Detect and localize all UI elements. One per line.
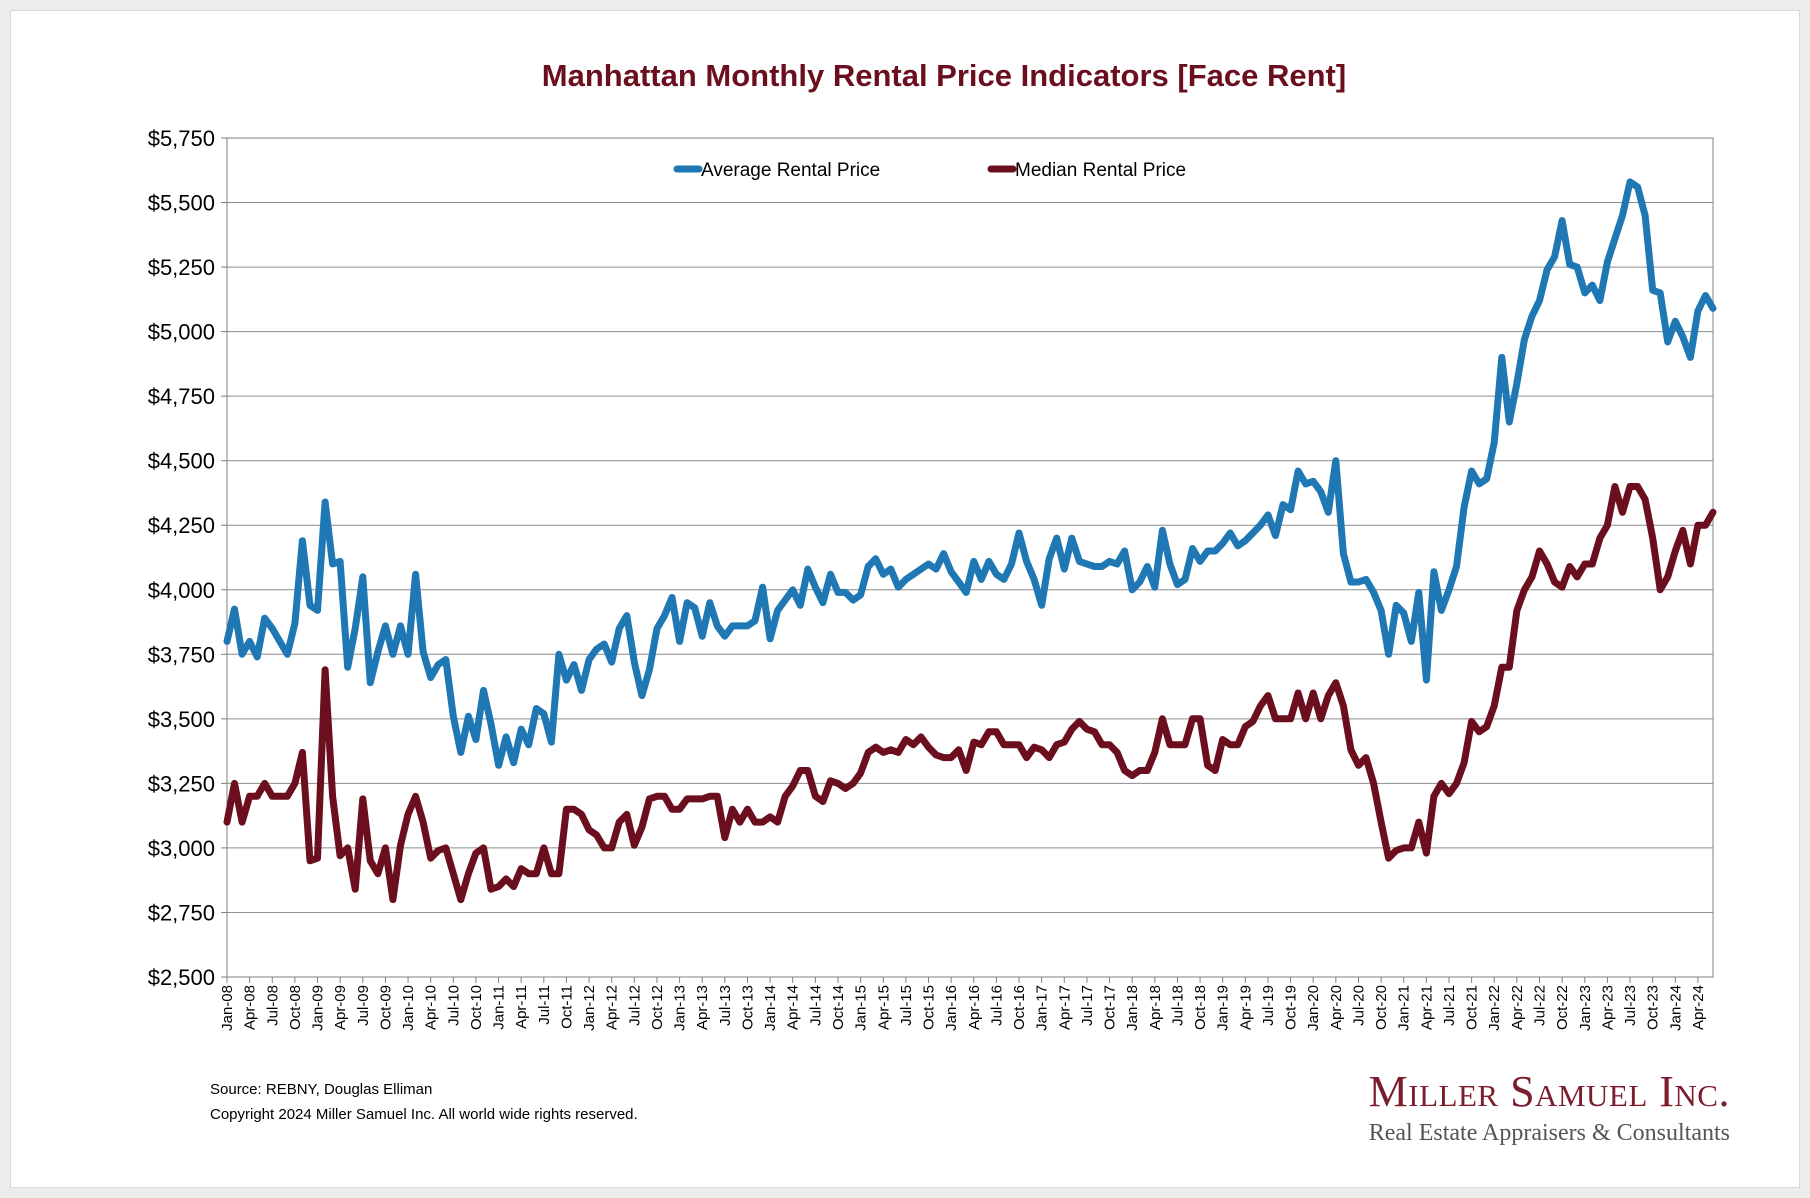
y-tick-label: $3,750	[148, 642, 215, 667]
x-tick-label: Oct-10	[468, 985, 485, 1030]
x-tick-label: Jan-20	[1305, 985, 1322, 1031]
y-tick-label: $5,000	[148, 320, 215, 345]
y-tick-label: $3,500	[148, 707, 215, 732]
y-tick-label: $5,500	[148, 191, 215, 216]
x-tick-label: Jul-20	[1350, 985, 1367, 1026]
x-tick-label: Jan-16	[943, 985, 960, 1031]
x-tick-label: Apr-22	[1509, 985, 1526, 1030]
x-tick-label: Oct-19	[1283, 985, 1300, 1030]
x-tick-label: Jul-14	[807, 985, 824, 1026]
x-axis-ticks: Jan-08 Apr-08 Jul-08 Oct-08 Jan-09 Apr-09 Jul-…	[219, 977, 1707, 1031]
x-tick-label: Jul-15	[898, 985, 915, 1026]
x-tick-label: Jul-12	[626, 985, 643, 1026]
x-tick-label: Jan-24	[1667, 985, 1684, 1031]
x-tick-label: Oct-20	[1373, 985, 1390, 1030]
x-tick-label: Oct-21	[1464, 985, 1481, 1030]
x-tick-label: Jan-14	[762, 985, 779, 1031]
x-tick-label: Jan-19	[1215, 985, 1232, 1031]
x-tick-label: Apr-19	[1237, 985, 1254, 1030]
x-tick-label: Jan-11	[491, 985, 508, 1030]
source-note: Source: REBNY, Douglas Elliman	[210, 1081, 433, 1098]
x-tick-label: Jan-13	[672, 985, 689, 1031]
x-tick-label: Jul-09	[355, 985, 372, 1026]
y-tick-label: $5,250	[148, 255, 215, 280]
x-tick-label: Jan-12	[581, 985, 598, 1031]
x-tick-label: Oct-08	[287, 985, 304, 1030]
x-tick-label: Jan-17	[1034, 985, 1051, 1031]
legend-label-median: Median Rental Price	[1015, 160, 1186, 181]
y-tick-label: $5,750	[148, 126, 215, 151]
x-tick-label: Oct-14	[830, 985, 847, 1030]
x-tick-label: Oct-23	[1645, 985, 1662, 1030]
series-layer	[223, 178, 1717, 904]
x-tick-label: Jan-10	[400, 985, 417, 1031]
x-tick-label: Oct-11	[558, 985, 575, 1029]
brand-tagline: Real Estate Appraisers & Consultants	[1368, 1120, 1730, 1146]
y-tick-label: $3,250	[148, 771, 215, 796]
x-tick-label: Oct-18	[1192, 985, 1209, 1030]
legend-label-average: Average Rental Price	[701, 160, 880, 181]
x-tick-label: Jul-21	[1441, 985, 1458, 1026]
chart-title: Manhattan Monthly Rental Price Indicator…	[541, 58, 1347, 93]
x-tick-label: Jan-23	[1577, 985, 1594, 1031]
x-tick-label: Oct-17	[1102, 985, 1119, 1030]
x-tick-label: Oct-13	[739, 985, 756, 1030]
x-tick-label: Apr-16	[966, 985, 983, 1030]
x-tick-label: Apr-09	[332, 985, 349, 1030]
x-tick-label: Apr-08	[242, 985, 259, 1030]
y-axis-ticks: $2,500 $2,750 $3,000 $3,250 $3,500 $3,750 $4,0…	[148, 126, 227, 990]
x-tick-label: Oct-15	[921, 985, 938, 1030]
x-tick-label: Apr-13	[694, 985, 711, 1030]
x-tick-label: Apr-12	[604, 985, 621, 1030]
x-tick-label: Jan-18	[1124, 985, 1141, 1031]
x-tick-label: Apr-23	[1599, 985, 1616, 1030]
x-tick-label: Apr-15	[875, 985, 892, 1030]
y-tick-label: $4,750	[148, 384, 215, 409]
x-tick-label: Jan-21	[1396, 985, 1413, 1031]
plot-border	[226, 137, 1714, 978]
x-tick-label: Jul-11	[536, 985, 553, 1025]
x-tick-label: Jul-18	[1169, 985, 1186, 1026]
x-tick-label: Oct-16	[1011, 985, 1028, 1030]
x-tick-label: Apr-21	[1418, 985, 1435, 1030]
average-rental-price-line	[223, 178, 1717, 769]
copyright-note: Copyright 2024 Miller Samuel Inc. All wo…	[210, 1106, 638, 1123]
x-tick-label: Apr-20	[1328, 985, 1345, 1030]
x-tick-label: Apr-17	[1056, 985, 1073, 1030]
x-tick-label: Jul-08	[264, 985, 281, 1026]
x-tick-label: Jan-15	[853, 985, 870, 1031]
y-tick-label: $4,000	[148, 578, 215, 603]
x-tick-label: Apr-18	[1147, 985, 1164, 1030]
x-tick-label: Apr-10	[423, 985, 440, 1030]
brand-logo-name: Miller Samuel Inc.	[1368, 1067, 1730, 1116]
median-rental-price-line	[223, 483, 1717, 904]
x-tick-label: Oct-09	[377, 985, 394, 1030]
x-tick-label: Jul-16	[988, 985, 1005, 1026]
y-tick-label: $4,500	[148, 449, 215, 474]
legend: Average Rental Price Median Rental Price	[673, 160, 1186, 181]
y-tick-label: $2,500	[148, 965, 215, 990]
x-tick-label: Apr-11	[513, 985, 530, 1029]
x-tick-label: Apr-14	[785, 985, 802, 1030]
x-tick-label: Oct-22	[1554, 985, 1571, 1030]
x-tick-label: Oct-12	[649, 985, 666, 1030]
x-tick-label: Jul-23	[1622, 985, 1639, 1026]
x-tick-label: Jul-13	[717, 985, 734, 1026]
x-tick-label: Jul-22	[1532, 985, 1549, 1026]
x-tick-label: Jul-10	[445, 985, 462, 1026]
y-tick-label: $4,250	[148, 513, 215, 538]
x-tick-label: Apr-24	[1690, 985, 1707, 1030]
x-tick-label: Jan-09	[310, 985, 327, 1031]
x-tick-label: Jul-17	[1079, 985, 1096, 1026]
y-tick-label: $2,750	[148, 900, 215, 925]
x-tick-label: Jul-19	[1260, 985, 1277, 1026]
x-tick-label: Jan-22	[1486, 985, 1503, 1031]
x-tick-label: Jan-08	[219, 985, 236, 1031]
y-tick-label: $3,000	[148, 836, 215, 861]
